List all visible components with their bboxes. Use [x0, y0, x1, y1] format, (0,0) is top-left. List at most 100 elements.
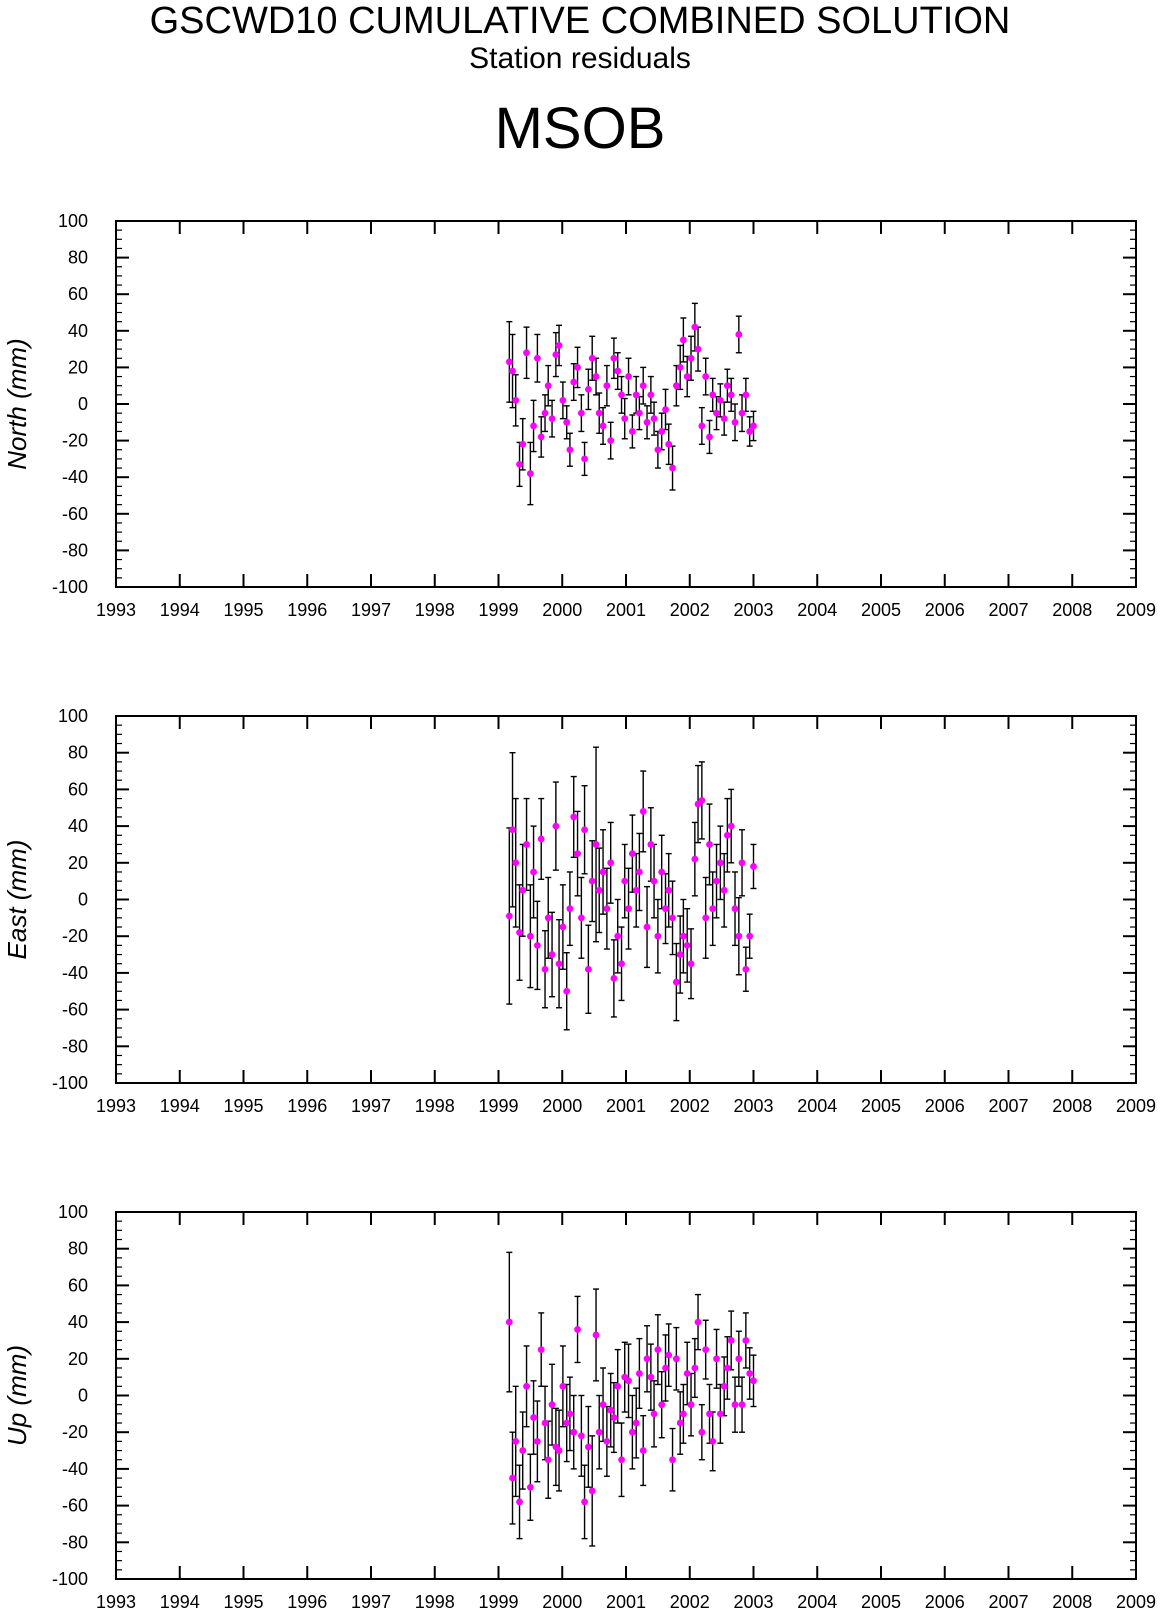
- data-point: [570, 378, 578, 386]
- data-point: [584, 965, 592, 973]
- y-tick-label: -100: [52, 577, 88, 597]
- chart-panel-2: 100 80 60 40 20 0 -20 -40 -60 -80 -100 1993 1994 1995…: [2, 706, 1156, 1116]
- data-point: [530, 1414, 537, 1421]
- data-point: [505, 358, 513, 366]
- data-point: [672, 978, 680, 986]
- data-point: [650, 877, 658, 885]
- data-point: [544, 1456, 552, 1464]
- y-axis-label: North (mm): [2, 338, 32, 469]
- data-point: [618, 960, 625, 968]
- data-point: [618, 1456, 625, 1464]
- data-point: [709, 1437, 717, 1445]
- y-tick-label: 60: [68, 1275, 88, 1295]
- x-tick-label: 1995: [223, 1096, 263, 1116]
- data-point: [555, 342, 563, 349]
- data-point: [588, 877, 596, 885]
- data-point: [570, 813, 578, 821]
- x-tick-label: 1993: [96, 1096, 136, 1116]
- data-point: [530, 422, 537, 430]
- data-point: [738, 409, 746, 417]
- x-tick-label: 1998: [415, 600, 455, 620]
- data-point: [588, 1487, 596, 1495]
- y-tick-label: 80: [68, 1239, 88, 1259]
- data-point: [555, 960, 563, 968]
- x-tick-label: 1993: [96, 600, 136, 620]
- y-tick-label: 40: [68, 816, 88, 836]
- data-point: [706, 433, 713, 441]
- y-tick-label: 0: [78, 890, 88, 910]
- y-tick-label: -100: [52, 1569, 88, 1589]
- data-point: [607, 437, 615, 444]
- data-point: [635, 409, 643, 417]
- x-tick-label: 1994: [160, 1096, 200, 1116]
- data-point: [544, 914, 552, 922]
- data-point: [683, 373, 691, 380]
- data-point: [632, 1419, 640, 1427]
- y-tick-label: 20: [68, 357, 88, 377]
- data-point: [679, 932, 687, 940]
- x-tick-label: 1994: [160, 1592, 200, 1612]
- data-point: [563, 1419, 571, 1427]
- data-point: [610, 354, 618, 362]
- data-point: [555, 1447, 563, 1454]
- x-tick-label: 2008: [1052, 1592, 1092, 1612]
- data-point: [643, 1355, 651, 1363]
- data-point: [650, 1410, 658, 1418]
- y-tick-label: -80: [62, 1532, 88, 1552]
- main-title: GSCWD10 CUMULATIVE COMBINED SOLUTION: [149, 0, 1011, 42]
- chart-panel-1: 100 80 60 40 20 0 -20 -40 -60 -80 -100 1993 1994 1995…: [2, 211, 1156, 620]
- data-point: [731, 1401, 739, 1409]
- data-point: [647, 391, 655, 399]
- data-point: [694, 1318, 702, 1326]
- x-tick-label: 2001: [606, 1096, 646, 1116]
- data-point: [716, 1410, 724, 1418]
- data-point: [635, 1370, 643, 1377]
- data-point: [559, 1382, 567, 1390]
- data-point: [610, 1414, 618, 1421]
- data-point: [621, 877, 629, 885]
- data-point: [698, 1428, 706, 1436]
- x-tick-label: 2007: [988, 600, 1028, 620]
- x-tick-label: 1999: [478, 1096, 518, 1116]
- data-point: [519, 886, 527, 894]
- data-point: [669, 914, 676, 922]
- data-point: [713, 409, 720, 417]
- y-tick-label: -80: [62, 1036, 88, 1056]
- data-point: [713, 877, 720, 885]
- data-point: [738, 859, 746, 867]
- y-tick-label: 40: [68, 321, 88, 341]
- data-point: [639, 382, 647, 390]
- data-point: [662, 406, 669, 413]
- data-point: [533, 354, 541, 362]
- data-point: [570, 1428, 578, 1436]
- plot-frame: [115, 220, 1137, 588]
- data-point: [505, 912, 513, 920]
- data-point: [544, 382, 552, 390]
- data-point: [559, 396, 567, 404]
- data-point: [691, 1364, 699, 1372]
- y-tick-label: -60: [62, 1496, 88, 1516]
- data-point: [720, 1382, 728, 1390]
- y-tick-label: 100: [58, 1202, 88, 1222]
- data-point: [694, 345, 702, 353]
- data-point: [592, 373, 600, 380]
- data-point: [533, 941, 541, 949]
- data-point: [577, 914, 585, 922]
- data-point: [516, 1498, 523, 1506]
- data-point: [603, 382, 611, 390]
- x-tick-label: 2005: [861, 1096, 901, 1116]
- data-point: [706, 1410, 713, 1418]
- data-point: [727, 822, 735, 830]
- data-point: [607, 859, 615, 867]
- data-point: [723, 1364, 731, 1372]
- data-point: [523, 349, 530, 357]
- data-point: [599, 422, 607, 430]
- data-point: [595, 409, 603, 417]
- station-name: MSOB: [494, 96, 666, 161]
- data-point: [523, 841, 530, 848]
- x-tick-label: 1998: [415, 1592, 455, 1612]
- subtitle: Station residuals: [469, 42, 691, 75]
- data-point: [541, 965, 549, 973]
- x-tick-label: 2000: [542, 600, 582, 620]
- data-point: [610, 975, 618, 982]
